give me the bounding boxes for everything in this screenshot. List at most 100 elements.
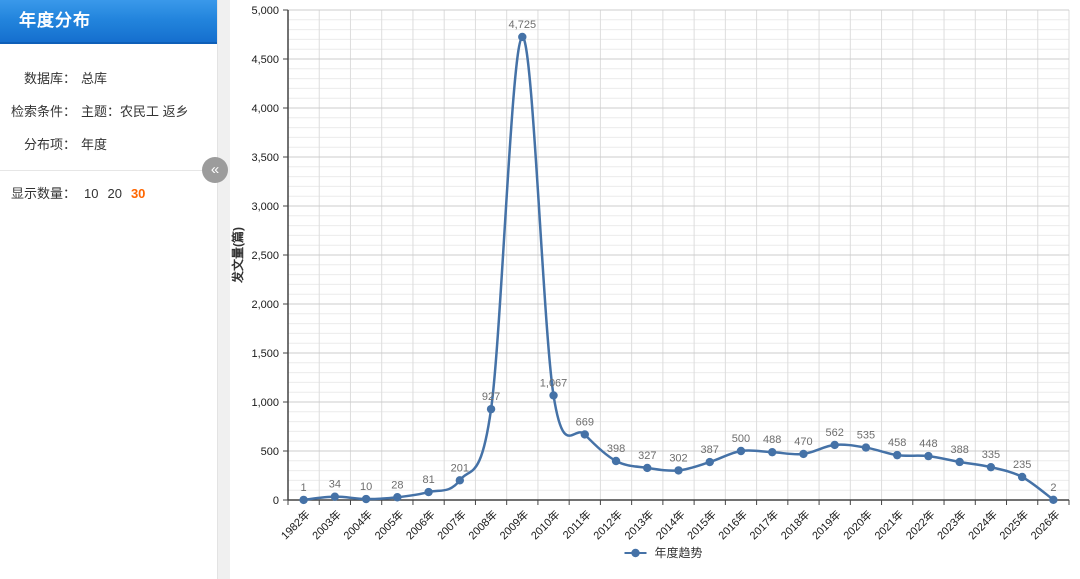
data-point-marker xyxy=(486,404,496,414)
x-axis-tick-label: 2021年 xyxy=(871,507,906,542)
data-point-marker xyxy=(299,495,308,505)
x-axis-tick-label: 2016年 xyxy=(715,507,750,542)
data-label: 535 xyxy=(857,430,875,442)
data-labels: 1 34 10 28 81 201 927 4,725 1,067 669 398 327 302 387… xyxy=(301,19,1057,494)
data-label: 302 xyxy=(669,452,687,464)
y-axis-tick-label: 1,000 xyxy=(251,397,279,409)
data-label: 500 xyxy=(732,433,750,445)
y-axis-tick-label: 3,500 xyxy=(251,152,279,164)
x-axis-tick-label: 2010年 xyxy=(528,507,563,542)
data-label: 28 xyxy=(391,479,403,491)
x-axis-tick-label: 2017年 xyxy=(746,507,781,542)
data-label: 387 xyxy=(701,444,719,456)
x-axis-tick-label: 2005年 xyxy=(371,507,406,542)
x-axis-tick-label: 2007年 xyxy=(434,507,469,542)
x-axis-tick-label: 2012年 xyxy=(590,507,625,542)
data-label: 927 xyxy=(482,391,500,403)
data-label: 458 xyxy=(888,437,906,449)
x-axis-tick-label: 2011年 xyxy=(559,507,593,541)
data-point-marker xyxy=(892,450,902,460)
data-label: 470 xyxy=(794,436,812,448)
data-label: 448 xyxy=(919,438,937,450)
yearly-trend-chart-svg: 0 500 1,000 1,500 2,000 2,500 3,000 3,500 4,000 4… xyxy=(230,5,1070,560)
sidebar-collapse-button[interactable]: « xyxy=(202,157,228,183)
legend-marker-icon xyxy=(631,548,640,558)
x-axis-tick-label: 2014年 xyxy=(653,507,688,542)
data-label: 201 xyxy=(451,462,469,474)
data-label: 398 xyxy=(607,443,625,455)
data-label: 327 xyxy=(638,450,656,462)
data-point-marker xyxy=(830,440,839,450)
data-label: 81 xyxy=(422,474,434,486)
data-point-marker xyxy=(330,492,340,501)
data-point-marker xyxy=(361,494,371,504)
legend[interactable]: 年度趋势 xyxy=(624,545,703,560)
data-point-marker xyxy=(799,449,808,459)
y-axis-tick-label: 5,000 xyxy=(251,5,279,17)
y-axis-tick-label: 0 xyxy=(273,495,279,507)
display-count-option-10[interactable]: 10 xyxy=(84,186,99,201)
data-point-marker xyxy=(643,463,652,473)
y-axis-tick-label: 2,000 xyxy=(251,299,279,311)
x-axis-tick-label: 2013年 xyxy=(621,507,656,542)
x-axis-tick-label: 2023年 xyxy=(934,507,969,542)
y-axis-title: 发文量(篇) xyxy=(230,227,245,284)
x-axis-tick-label: 2019年 xyxy=(809,507,844,542)
x-axis-labels: 1982年2003年2004年2005年2006年2007年2008年2009年… xyxy=(278,507,1063,542)
data-point-marker xyxy=(1017,472,1027,482)
chevron-double-left-icon: « xyxy=(210,161,220,178)
y-axis-tick-label: 500 xyxy=(261,446,279,458)
display-count-row: 显示数量： 10 20 30 xyxy=(0,185,217,203)
database-row: 数据库： 总库 xyxy=(0,70,217,88)
distribution-item-row: 分布项： 年度 xyxy=(0,136,217,154)
x-axis-tick-label: 2022年 xyxy=(903,507,938,542)
x-axis-tick-label: 1982年 xyxy=(278,507,313,542)
data-point-marker xyxy=(580,430,589,439)
data-point-marker xyxy=(705,457,714,467)
x-axis-tick-label: 2004年 xyxy=(340,507,375,542)
sidebar-filters: 数据库： 总库 检索条件： 主题：农民工 返乡 分布项： 年度 显示数量： 10… xyxy=(0,44,217,203)
data-point-marker xyxy=(611,456,621,466)
data-point-marker xyxy=(1049,495,1058,505)
database-value: 总库 xyxy=(81,71,108,86)
data-point-marker xyxy=(424,487,433,497)
search-condition-label: 检索条件： xyxy=(10,104,76,119)
y-axis-tick-label: 4,500 xyxy=(251,54,279,66)
x-axis-tick-label: 2020年 xyxy=(840,507,875,542)
display-count-option-30[interactable]: 30 xyxy=(130,186,146,201)
search-condition-value: 主题：农民工 返乡 xyxy=(81,104,189,119)
data-label: 34 xyxy=(329,479,341,491)
x-axis-tick-label: 2006年 xyxy=(403,507,438,542)
grid xyxy=(288,9,1070,501)
distribution-item-value: 年度 xyxy=(81,137,108,152)
data-point-marker xyxy=(549,391,558,400)
data-label: 488 xyxy=(763,434,781,446)
data-point-marker xyxy=(955,457,964,467)
trend-line xyxy=(303,35,1055,502)
data-point-marker xyxy=(986,462,996,472)
data-point-marker xyxy=(674,466,683,475)
data-point-marker xyxy=(736,446,746,456)
display-count-options: 10 20 30 xyxy=(84,185,145,203)
y-axis-tick-label: 1,500 xyxy=(251,348,279,360)
data-label: 10 xyxy=(360,481,372,493)
data-label: 669 xyxy=(576,416,594,428)
data-label: 235 xyxy=(1013,459,1031,471)
x-axis-tick-label: 2026年 xyxy=(1028,507,1063,542)
data-label: 562 xyxy=(826,427,844,439)
search-condition-row: 检索条件： 主题：农民工 返乡 xyxy=(0,103,217,121)
display-count-label: 显示数量： xyxy=(10,186,76,201)
sidebar: 年度分布 数据库： 总库 检索条件： 主题：农民工 返乡 分布项： 年度 显示数… xyxy=(0,0,228,579)
yearly-trend-chart: 0 500 1,000 1,500 2,000 2,500 3,000 3,500 4,000 4… xyxy=(230,0,1080,579)
display-count-option-20[interactable]: 20 xyxy=(107,186,122,201)
y-axis-tick-label: 2,500 xyxy=(251,250,279,262)
data-point-marker xyxy=(518,32,527,42)
data-point-marker xyxy=(861,443,871,452)
legend-label: 年度趋势 xyxy=(655,545,703,560)
axes: 0 500 1,000 1,500 2,000 2,500 3,000 3,500 4,000 4… xyxy=(251,5,1070,507)
x-axis-tick-label: 2024年 xyxy=(965,507,1000,542)
data-point-marker xyxy=(924,451,933,461)
data-point-marker xyxy=(393,493,402,502)
x-axis-tick-label: 2009年 xyxy=(496,507,531,542)
